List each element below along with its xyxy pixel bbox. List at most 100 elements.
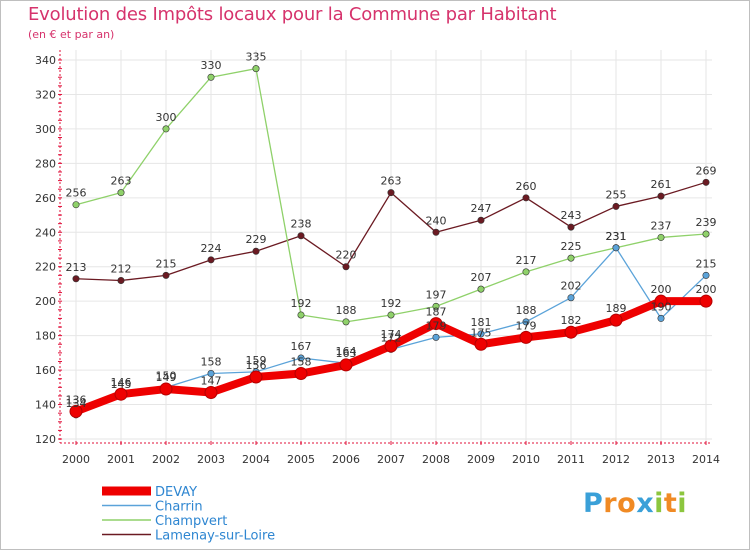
data-point-lamenay-sur-loire	[207, 256, 215, 264]
data-point-devay	[69, 404, 83, 418]
legend-label-devay: DEVAY	[155, 485, 197, 500]
legend-label-charrin: Charrin	[155, 500, 203, 515]
data-point-lamenay-sur-loire	[612, 202, 620, 210]
data-point-lamenay-sur-loire	[522, 194, 530, 202]
data-label-devay: 187	[426, 306, 447, 319]
data-point-champvert	[432, 302, 440, 310]
data-labels: 213 212 215 224 229 238 220 263 240 247 260 243 255 2…	[66, 51, 717, 410]
data-label-lamenay-sur-loire: 247	[471, 202, 492, 215]
data-label-lamenay-sur-loire: 220	[336, 249, 357, 262]
data-label-charrin: 164	[336, 345, 357, 358]
data-label-charrin: 134	[66, 397, 87, 410]
data-label-champvert: 239	[696, 216, 717, 229]
y-tick-label: 240	[35, 226, 56, 239]
y-tick-label: 340	[35, 54, 56, 67]
x-tick-label: 2000	[62, 453, 90, 466]
data-point-champvert	[522, 268, 530, 276]
axes: 120 140 160 180 200 220 240 260 280 300 320 340 2000…	[35, 50, 720, 466]
data-label-champvert: 197	[426, 288, 447, 301]
x-tick-label: 2001	[107, 453, 135, 466]
logo-letter: t	[663, 488, 678, 519]
proxiti-logo: Proxiti	[583, 488, 687, 519]
x-tick-label: 2006	[332, 453, 360, 466]
logo-letter: i	[654, 488, 664, 519]
data-point-champvert	[387, 311, 395, 319]
data-label-devay: 189	[606, 302, 627, 315]
logo-letter: x	[636, 488, 655, 519]
data-label-lamenay-sur-loire: 224	[201, 242, 222, 255]
series-devay	[69, 294, 713, 418]
data-label-charrin: 231	[606, 230, 627, 243]
data-point-lamenay-sur-loire	[117, 277, 125, 285]
data-label-champvert: 300	[156, 111, 177, 124]
x-tick-label: 2014	[692, 453, 720, 466]
data-label-lamenay-sur-loire: 229	[246, 233, 267, 246]
data-point-devay	[249, 370, 263, 384]
data-label-champvert: 237	[651, 219, 672, 232]
x-tick-label: 2003	[197, 453, 225, 466]
data-label-lamenay-sur-loire: 212	[111, 263, 132, 276]
data-point-charrin	[702, 271, 710, 279]
data-point-charrin	[657, 314, 665, 322]
data-point-lamenay-sur-loire	[72, 275, 80, 283]
series-lines	[69, 65, 713, 419]
data-label-lamenay-sur-loire: 269	[696, 164, 717, 177]
data-label-champvert: 188	[336, 304, 357, 317]
data-point-lamenay-sur-loire	[252, 247, 260, 255]
data-point-champvert	[297, 311, 305, 319]
data-point-charrin	[297, 354, 305, 362]
data-point-devay	[294, 367, 308, 381]
data-point-devay	[474, 337, 488, 351]
data-point-champvert	[207, 73, 215, 81]
data-label-charrin: 215	[696, 257, 717, 270]
data-label-devay: 179	[516, 319, 537, 332]
data-point-charrin	[522, 318, 530, 326]
x-tick-label: 2008	[422, 453, 450, 466]
data-point-charrin	[207, 370, 215, 378]
data-label-charrin: 179	[426, 319, 447, 332]
y-tick-label: 280	[35, 157, 56, 170]
data-point-champvert	[117, 189, 125, 197]
data-label-charrin: 181	[471, 316, 492, 329]
data-label-lamenay-sur-loire: 243	[561, 209, 582, 222]
y-tick-label: 180	[35, 330, 56, 343]
y-tick-label: 300	[35, 123, 56, 136]
data-point-charrin	[477, 330, 485, 338]
data-point-champvert	[702, 230, 710, 238]
data-label-champvert: 263	[111, 175, 132, 188]
data-label-charrin: 150	[156, 369, 177, 382]
data-label-devay: 163	[336, 347, 357, 360]
data-point-devay	[114, 387, 128, 401]
data-point-lamenay-sur-loire	[567, 223, 575, 231]
data-label-champvert: 225	[561, 240, 582, 253]
data-point-devay	[564, 325, 578, 339]
data-label-champvert: 335	[246, 51, 267, 64]
x-tick-label: 2013	[647, 453, 675, 466]
x-tick-label: 2002	[152, 453, 180, 466]
x-tick-label: 2011	[557, 453, 585, 466]
data-point-champvert	[342, 318, 350, 326]
data-label-lamenay-sur-loire: 255	[606, 188, 627, 201]
data-point-devay	[384, 339, 398, 353]
series-champvert	[72, 65, 710, 326]
data-label-charrin: 167	[291, 340, 312, 353]
y-tick-label: 140	[35, 399, 56, 412]
data-label-lamenay-sur-loire: 261	[651, 178, 672, 191]
data-point-champvert	[162, 125, 170, 133]
data-label-devay: 174	[381, 328, 402, 341]
data-label-lamenay-sur-loire: 213	[66, 261, 87, 274]
data-label-charrin: 159	[246, 354, 267, 367]
data-point-devay	[339, 358, 353, 372]
data-point-lamenay-sur-loire	[702, 178, 710, 186]
data-label-devay: 200	[696, 283, 717, 296]
legend-label-champvert: Champvert	[155, 514, 227, 529]
data-point-charrin	[612, 244, 620, 252]
data-point-devay	[654, 294, 668, 308]
data-point-champvert	[657, 233, 665, 241]
data-point-lamenay-sur-loire	[387, 189, 395, 197]
y-tick-label: 260	[35, 192, 56, 205]
y-tick-label: 160	[35, 364, 56, 377]
x-tick-label: 2005	[287, 453, 315, 466]
data-label-champvert: 231	[606, 230, 627, 243]
